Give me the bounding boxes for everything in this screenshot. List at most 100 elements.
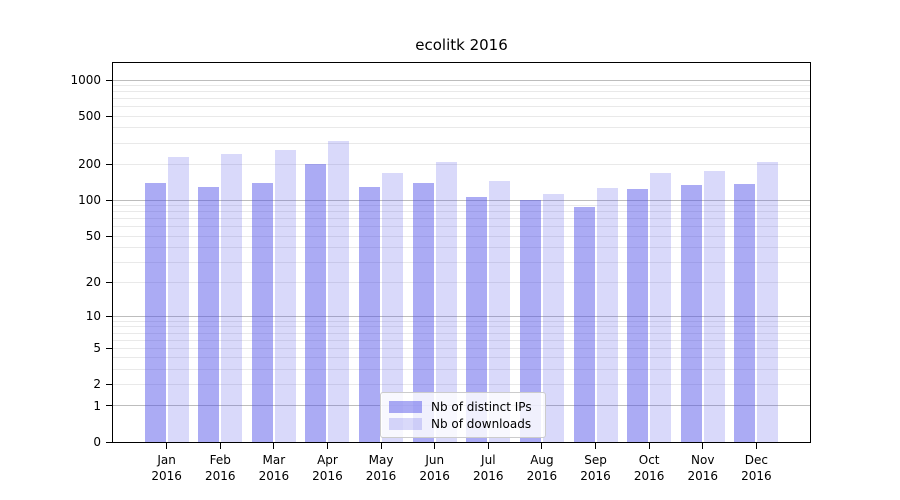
y-axis-tick bbox=[106, 235, 112, 237]
x-axis-tick bbox=[326, 443, 328, 449]
x-axis-tick-label: Feb 2016 bbox=[190, 452, 250, 484]
x-axis-tick bbox=[219, 443, 221, 449]
minor-gridline bbox=[113, 106, 810, 108]
minor-gridline bbox=[113, 357, 810, 359]
y-axis-tick-label: 5 bbox=[93, 341, 101, 356]
x-tick-label-month: May bbox=[368, 453, 394, 467]
minor-gridline bbox=[113, 281, 810, 283]
minor-gridline bbox=[113, 326, 810, 328]
bar-nb-of-distinct-ips bbox=[573, 206, 595, 442]
x-tick-label-year: 2016 bbox=[633, 469, 665, 483]
bar-nb-of-distinct-ips bbox=[144, 183, 166, 442]
x-axis-tick-label: Apr 2016 bbox=[297, 452, 357, 484]
bar-nb-of-distinct-ips bbox=[251, 183, 273, 442]
x-tick-label-month: Apr bbox=[317, 453, 338, 467]
major-gridline bbox=[113, 315, 810, 317]
plot-area bbox=[112, 62, 811, 443]
y-axis-tick-label: 1 bbox=[93, 398, 101, 413]
bar-nb-of-downloads bbox=[435, 162, 457, 442]
minor-gridline bbox=[113, 332, 810, 334]
x-tick-label-year: 2016 bbox=[151, 469, 182, 483]
x-axis-tick-label: Oct 2016 bbox=[619, 452, 679, 484]
x-axis-tick-label: Jul 2016 bbox=[458, 452, 518, 484]
y-axis-tick bbox=[106, 199, 112, 201]
x-tick-label-month: Mar bbox=[262, 453, 286, 467]
x-axis-tick-label: Jan 2016 bbox=[137, 452, 197, 484]
x-tick-label-month: Sep bbox=[584, 453, 607, 467]
bar-nb-of-downloads bbox=[542, 194, 564, 442]
x-axis-tick bbox=[702, 443, 704, 449]
x-axis-tick bbox=[595, 443, 597, 449]
y-axis-tick-label: 20 bbox=[85, 275, 101, 290]
legend-label: Nb of distinct IPs bbox=[431, 399, 532, 414]
x-tick-label-year: 2016 bbox=[312, 469, 343, 483]
y-axis-tick bbox=[106, 79, 112, 81]
y-axis-tick-label: 0 bbox=[93, 435, 101, 449]
y-axis-tick bbox=[106, 347, 112, 349]
legend-label: Nb of downloads bbox=[431, 416, 532, 431]
x-tick-label-year: 2016 bbox=[419, 469, 450, 483]
minor-gridline bbox=[113, 85, 810, 87]
y-axis-tick bbox=[106, 281, 112, 283]
legend-swatch bbox=[389, 417, 422, 430]
minor-gridline bbox=[113, 261, 810, 263]
x-tick-label-year: 2016 bbox=[687, 469, 719, 483]
x-tick-label-year: 2016 bbox=[365, 469, 397, 483]
bar-nb-of-distinct-ips bbox=[627, 189, 649, 442]
bar-nb-of-distinct-ips bbox=[412, 182, 434, 442]
x-tick-label-year: 2016 bbox=[473, 469, 504, 483]
minor-gridline bbox=[113, 246, 810, 248]
x-tick-label-month: Nov bbox=[691, 453, 715, 467]
x-axis-tick-label: Nov 2016 bbox=[673, 452, 733, 484]
x-tick-label-month: Oct bbox=[638, 453, 660, 467]
x-axis-tick bbox=[648, 443, 650, 449]
legend-row: Nb of distinct IPs bbox=[389, 398, 537, 415]
minor-gridline bbox=[113, 339, 810, 341]
x-axis-tick bbox=[487, 443, 489, 449]
x-tick-label-year: 2016 bbox=[204, 469, 236, 483]
y-axis-tick bbox=[106, 441, 112, 443]
legend: Nb of distinct IPs Nb of downloads bbox=[380, 392, 546, 438]
minor-gridline bbox=[113, 91, 810, 93]
minor-gridline bbox=[113, 347, 810, 349]
chart-title: ecolitk 2016 bbox=[415, 36, 508, 54]
bar-nb-of-distinct-ips bbox=[359, 186, 381, 442]
bar-nb-of-distinct-ips bbox=[466, 197, 488, 442]
minor-gridline bbox=[113, 142, 810, 144]
minor-gridline bbox=[113, 163, 810, 165]
x-tick-label-year: 2016 bbox=[580, 469, 611, 483]
minor-gridline bbox=[113, 235, 810, 237]
bar-nb-of-downloads bbox=[167, 156, 189, 442]
minor-gridline bbox=[113, 115, 810, 117]
y-axis-tick bbox=[106, 115, 112, 117]
major-gridline bbox=[113, 79, 810, 81]
minor-gridline bbox=[113, 226, 810, 228]
y-axis-tick-label: 2 bbox=[93, 377, 101, 392]
minor-gridline bbox=[113, 127, 810, 129]
y-axis-tick bbox=[106, 383, 112, 385]
x-tick-label-year: 2016 bbox=[258, 469, 290, 483]
y-axis-tick bbox=[106, 163, 112, 165]
legend-swatch bbox=[389, 400, 422, 413]
minor-gridline bbox=[113, 211, 810, 213]
bar-nb-of-downloads bbox=[757, 162, 779, 442]
y-axis-tick-label: 1000 bbox=[70, 73, 101, 88]
x-axis-tick-label: Sep 2016 bbox=[566, 452, 626, 484]
bar-nb-of-distinct-ips bbox=[680, 185, 702, 442]
y-axis-tick-label: 50 bbox=[85, 229, 101, 243]
bar-nb-of-downloads bbox=[328, 141, 350, 442]
x-tick-label-month: Feb bbox=[209, 453, 231, 467]
x-tick-label-month: Jan bbox=[157, 453, 176, 467]
x-axis-tick bbox=[166, 443, 168, 449]
x-tick-label-month: Jun bbox=[425, 453, 445, 467]
x-axis-tick-label: Aug 2016 bbox=[512, 452, 572, 484]
bar-nb-of-distinct-ips bbox=[198, 187, 220, 442]
bar-nb-of-downloads bbox=[650, 173, 672, 442]
x-axis-tick bbox=[273, 443, 275, 449]
x-axis-tick bbox=[380, 443, 382, 449]
x-axis-tick-label: Jun 2016 bbox=[405, 452, 465, 484]
x-axis-tick-label: May 2016 bbox=[351, 452, 411, 484]
minor-gridline bbox=[113, 320, 810, 322]
x-axis-tick-label: Dec 2016 bbox=[726, 452, 786, 484]
y-axis-tick-label: 10 bbox=[85, 309, 101, 324]
